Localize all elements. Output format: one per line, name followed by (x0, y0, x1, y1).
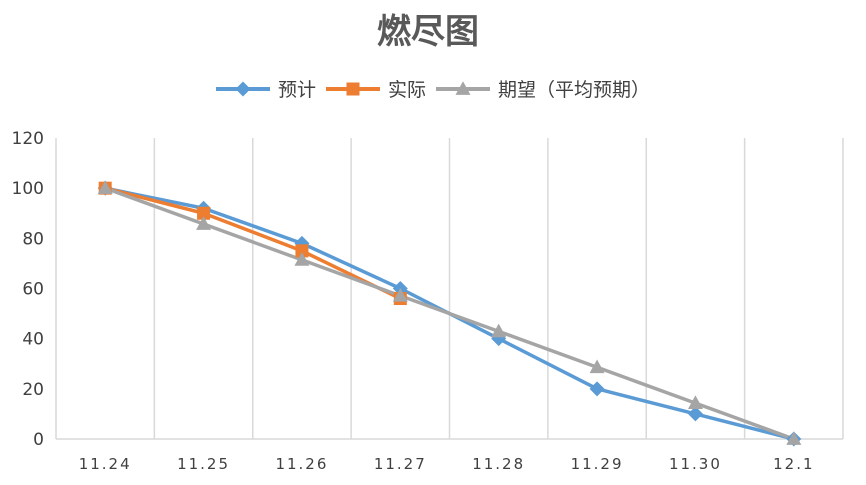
x-tick-label: 11.28 (472, 455, 525, 473)
x-tick-label: 11.24 (79, 455, 132, 473)
series-2-point (786, 431, 802, 445)
y-axis-ticks: 0 20 40 60 80 100 120 (12, 129, 44, 450)
series-markers (97, 180, 802, 447)
legend-marker (235, 81, 251, 97)
series-2-point (687, 395, 703, 409)
series-2-point (294, 252, 310, 266)
x-tick-label: 11.25 (177, 455, 230, 473)
series-2-point (392, 287, 408, 302)
x-tick-label: 12.1 (773, 455, 814, 473)
series-line-1 (103, 186, 403, 301)
series-2-point (97, 180, 113, 195)
legend-marker (346, 82, 360, 96)
legend-label: 期望（平均预期） (498, 79, 650, 101)
series-0-point (687, 406, 703, 422)
y-tick-label: 120 (12, 129, 44, 149)
chart-legend: 预计 实际 期望（平均预期） (216, 79, 650, 101)
series-1-point (295, 244, 309, 258)
x-axis-ticks: 11.24 11.25 11.26 11.27 11.28 11.29 11.30 12.1 (79, 455, 814, 473)
chart-grid (55, 138, 844, 440)
legend-item-2: 期望（平均预期） (436, 79, 650, 101)
y-tick-label: 60 (22, 280, 44, 300)
series-line-2 (103, 186, 796, 441)
legend-item-0: 预计 (216, 79, 316, 101)
series-0-point (589, 381, 605, 397)
legend-item-1: 实际 (326, 79, 426, 101)
y-tick-label: 0 (33, 430, 44, 450)
x-tick-label: 11.29 (571, 455, 624, 473)
legend-label: 实际 (388, 79, 426, 101)
y-tick-label: 20 (22, 380, 44, 400)
series-2-point (491, 323, 507, 338)
y-tick-label: 80 (22, 229, 44, 249)
y-tick-label: 100 (12, 179, 44, 199)
x-tick-label: 11.30 (669, 455, 722, 473)
legend-label: 预计 (278, 79, 316, 101)
series-lines (103, 186, 796, 441)
series-2-point (196, 216, 212, 230)
x-tick-label: 11.27 (374, 455, 427, 473)
chart-title: 燃尽图 (377, 12, 479, 52)
series-1-point (197, 206, 211, 220)
series-2-point (589, 359, 605, 374)
x-tick-label: 11.26 (275, 455, 328, 473)
legend-marker (455, 81, 471, 95)
y-tick-label: 40 (22, 330, 44, 350)
